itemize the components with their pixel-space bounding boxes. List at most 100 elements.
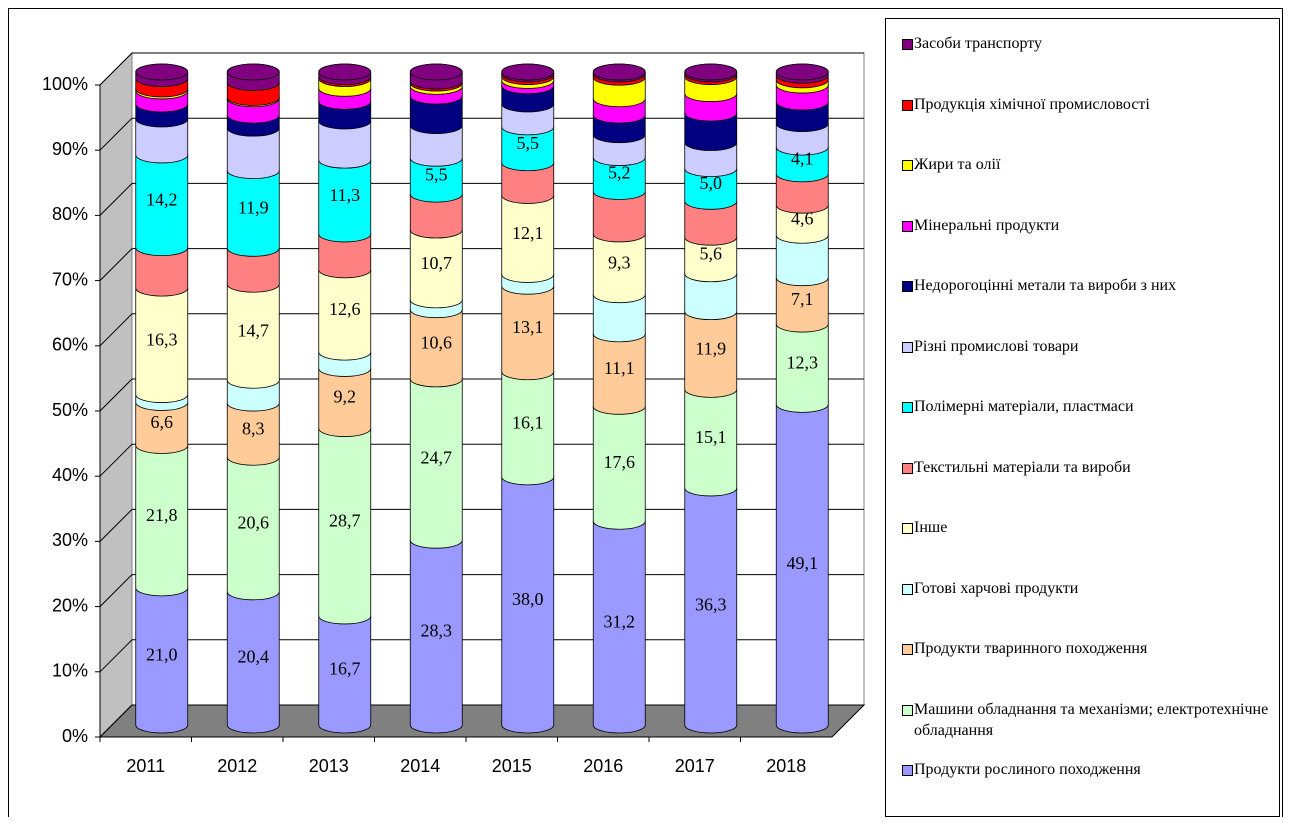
cylinder-top <box>775 63 829 81</box>
value-label: 11,3 <box>329 185 360 205</box>
legend-label: Полімерні матеріали, пластмаси <box>914 398 1134 415</box>
value-label: 9,2 <box>334 387 357 407</box>
legend-label: Машини обладнання та механізми; електрот… <box>914 700 1269 739</box>
value-label: 7,1 <box>791 289 814 309</box>
value-label: 4,1 <box>791 149 814 169</box>
value-label: 21,8 <box>146 505 178 525</box>
legend-label: Продукція хімічної промисловості <box>914 95 1150 113</box>
cylinder-top <box>684 63 738 81</box>
value-label: 15,1 <box>695 427 727 447</box>
legend-entry: Продукти рослиного походження <box>902 759 1274 780</box>
cylinder-top <box>226 63 280 81</box>
legend-label: Інше <box>914 519 948 536</box>
legend-label: Текстильні матеріали та вироби <box>914 458 1131 476</box>
x-tick-label: 2018 <box>766 756 806 776</box>
value-label: 6,6 <box>151 412 174 432</box>
value-label: 11,1 <box>604 358 635 378</box>
legend-swatch <box>902 644 913 655</box>
value-label: 11,9 <box>238 198 269 218</box>
value-label: 5,5 <box>517 133 540 153</box>
value-label: 12,6 <box>329 299 361 319</box>
value-label: 10,6 <box>421 332 453 352</box>
grid-line <box>99 52 864 86</box>
value-label: 28,7 <box>329 510 361 530</box>
y-tick-label: 40% <box>52 465 88 485</box>
legend-entry: Машини обладнання та механізми; електрот… <box>902 699 1274 741</box>
legend: Продукти рослиного походження Машини обла… <box>885 18 1280 817</box>
y-tick-label: 100% <box>42 74 88 94</box>
x-tick-label: 2011 <box>126 756 165 776</box>
legend-swatch <box>902 160 913 171</box>
value-label: 9,3 <box>608 252 631 272</box>
y-tick-label: 70% <box>52 269 88 289</box>
value-label: 4,6 <box>791 208 814 228</box>
legend-entry: Недорогоцінні метали та вироби з них <box>902 275 1274 296</box>
y-tick-label: 20% <box>52 595 88 615</box>
value-label: 16,3 <box>146 329 178 349</box>
value-label: 20,4 <box>238 647 270 667</box>
cylinder-top <box>501 63 555 81</box>
x-tick-label: 2014 <box>400 756 440 776</box>
value-label: 36,3 <box>695 595 727 615</box>
value-label: 13,1 <box>512 317 544 337</box>
legend-entry: Засоби транспорту <box>902 33 1274 54</box>
x-tick-label: 2017 <box>675 756 715 776</box>
legend-swatch <box>902 523 913 534</box>
value-label: 5,2 <box>608 163 631 183</box>
legend-swatch <box>902 765 913 776</box>
value-label: 5,0 <box>700 173 723 193</box>
y-tick-label: 60% <box>52 335 88 355</box>
y-tick-label: 80% <box>52 204 88 224</box>
legend-label: Мінеральні продукти <box>914 216 1060 234</box>
y-tick-label: 50% <box>52 400 88 420</box>
legend-entry: Різні промислові товари <box>902 336 1274 357</box>
value-label: 38,0 <box>512 589 544 609</box>
legend-swatch <box>902 39 913 50</box>
legend-label: Недорогоцінні метали та вироби з них <box>914 277 1177 294</box>
value-label: 28,3 <box>421 621 453 641</box>
legend-label: Продукти рослиного походження <box>914 761 1141 778</box>
cylinder-top <box>318 63 372 81</box>
legend-swatch <box>902 341 913 353</box>
legend-entry: Готові харчові продукти <box>902 578 1274 599</box>
legend-entry: Жири та олії <box>902 154 1274 175</box>
cylinder-top <box>135 63 189 81</box>
floor <box>98 704 866 738</box>
value-label: 31,2 <box>604 611 636 631</box>
legend-entry: Текстильні матеріали та вироби <box>902 457 1274 478</box>
legend-swatch <box>902 99 913 111</box>
value-label: 5,5 <box>425 164 448 184</box>
legend-label: Продукти тваринного походження <box>914 640 1148 657</box>
legend-entry: Продукти тваринного походження <box>902 638 1274 659</box>
y-tick-label: 30% <box>52 530 88 550</box>
value-label: 24,7 <box>421 448 453 468</box>
chart: 0% 10% 20% 30% 40% 50% 60% 70% 80% 90% 100% 2011 21,… <box>42 51 866 776</box>
x-tick-label: 2012 <box>217 756 257 776</box>
value-label: 49,1 <box>787 553 819 573</box>
value-label: 8,3 <box>242 418 265 438</box>
y-tick-label: 0% <box>62 726 88 746</box>
value-label: 16,7 <box>329 659 361 679</box>
y-tick-label: 10% <box>52 661 88 681</box>
cylinder-top <box>592 63 646 81</box>
y-tick-label: 90% <box>52 139 88 159</box>
x-tick-label: 2015 <box>492 756 532 776</box>
value-label: 16,1 <box>512 412 544 432</box>
legend-entry: Інше <box>902 517 1274 538</box>
legend-label: Різні промислові товари <box>914 337 1079 355</box>
frame <box>8 8 1283 817</box>
legend-swatch <box>902 220 913 232</box>
x-tick-label: 2016 <box>583 756 623 776</box>
legend-swatch <box>902 281 913 292</box>
legend-swatch <box>902 462 913 474</box>
value-label: 14,7 <box>238 320 270 340</box>
value-label: 12,1 <box>512 223 544 243</box>
legend-entry: Мінеральні продукти <box>902 215 1274 236</box>
cylinder-top <box>409 63 463 81</box>
value-label: 20,6 <box>238 513 270 533</box>
value-label: 5,6 <box>700 244 723 264</box>
value-label: 14,2 <box>146 189 178 209</box>
value-label: 12,3 <box>787 352 819 372</box>
legend-swatch <box>902 402 913 413</box>
